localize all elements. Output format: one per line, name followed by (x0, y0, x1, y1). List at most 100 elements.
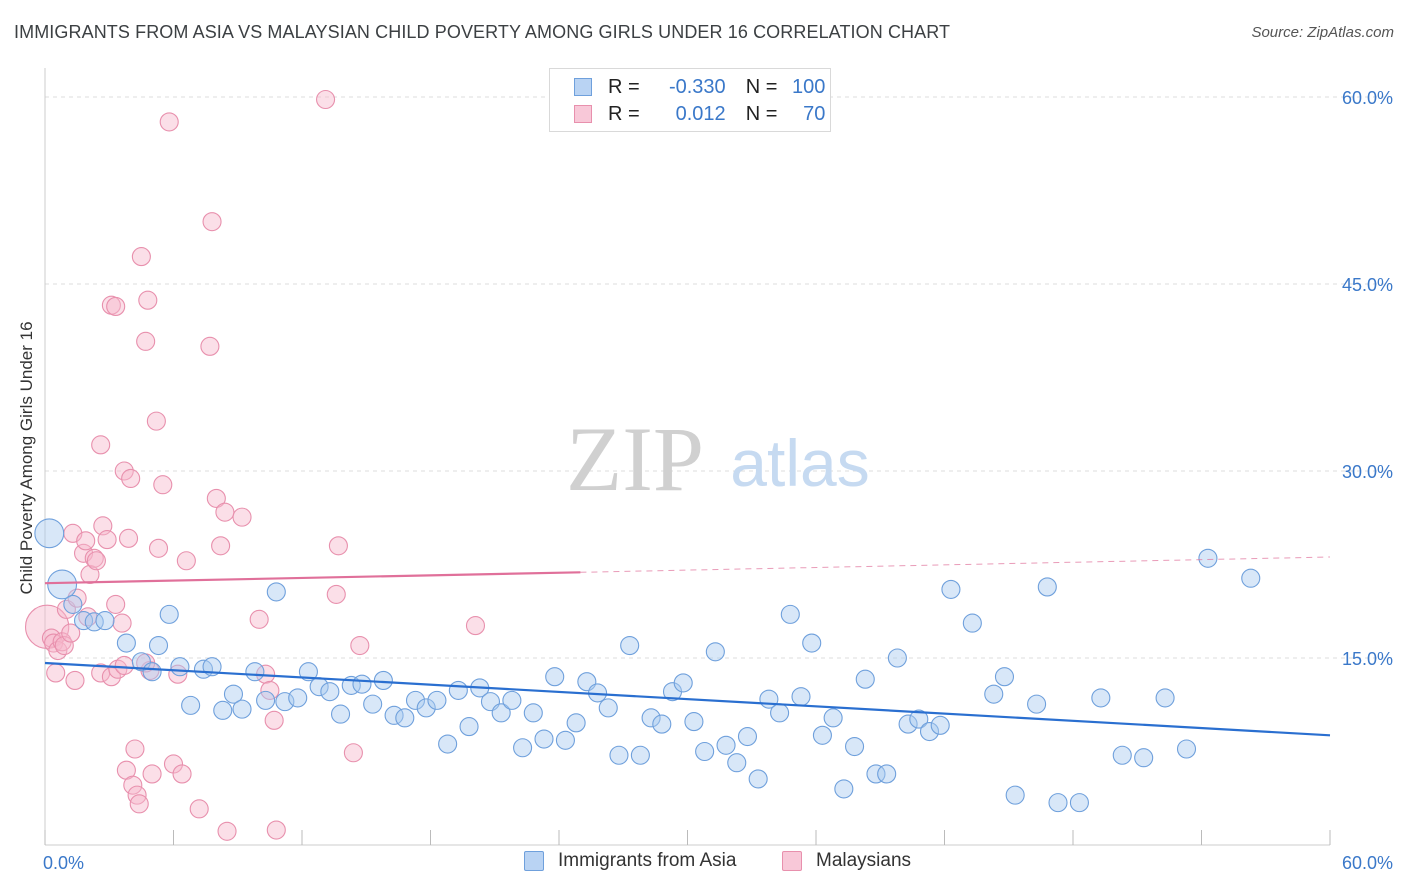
asia-point (142, 662, 162, 682)
watermark: ZIP atlas (566, 408, 870, 510)
malaysians-point (217, 821, 237, 841)
malaysians-point (189, 799, 209, 819)
malaysians-point (142, 764, 162, 784)
malaysians-point (232, 507, 252, 527)
asia-point (223, 684, 244, 704)
series-legend: Immigrants from Asia Malaysians (0, 850, 1406, 878)
malaysians-point (465, 616, 486, 636)
asia-point (95, 611, 115, 631)
asia-point (598, 698, 618, 718)
watermark-atlas: atlas (730, 426, 869, 500)
malaysians-point (215, 502, 235, 522)
legend-item-malaysians[interactable]: Malaysians (782, 850, 911, 872)
asia-point (1048, 793, 1068, 813)
asia-point (330, 704, 351, 724)
legend-r-value-malaysians: 0.012 (675, 102, 726, 125)
malaysians-point (123, 775, 143, 795)
asia-point (1241, 568, 1261, 588)
asia-point (148, 635, 169, 656)
malaysians-point (264, 710, 284, 730)
malaysians-point (106, 296, 126, 316)
asia-point (181, 695, 201, 715)
asia-point (877, 764, 897, 784)
malaysians-point (326, 584, 346, 604)
malaysians-point (76, 531, 96, 551)
asia-point (898, 714, 918, 734)
legend-swatch-malaysians (782, 851, 802, 871)
asia-point (737, 726, 758, 747)
legend-n-value-asia: 100 (792, 75, 826, 98)
malaysians-point (61, 623, 81, 643)
malaysians-point (148, 538, 169, 558)
legend-n-label: N = (745, 75, 778, 98)
malaysians-point (54, 635, 74, 656)
asia-point (245, 662, 265, 682)
malaysians-point (108, 659, 128, 679)
asia-point (288, 688, 308, 708)
legend-row-malaysians: R = 0.012 N = 70 (574, 101, 825, 127)
asia-point (47, 569, 78, 600)
malaysians-point (129, 794, 149, 814)
asia-point (566, 713, 586, 733)
malaysians-point (24, 604, 70, 649)
y-tick-label: 15.0% (1342, 649, 1393, 669)
asia-point (962, 613, 982, 633)
asia-point (1027, 694, 1047, 714)
asia-point (673, 673, 693, 693)
asia-point (513, 738, 533, 758)
asia-point (855, 669, 875, 689)
asia-points (34, 518, 1261, 813)
legend-r-value-asia: -0.330 (668, 75, 726, 98)
asia-point (620, 635, 640, 656)
asia-point (1198, 548, 1218, 568)
asia-point (405, 690, 426, 710)
asia-point (748, 769, 768, 789)
x-tick-label: 0.0% (43, 853, 84, 873)
grid-lines (45, 96, 1392, 659)
chart-title: IMMIGRANTS FROM ASIA VS MALAYSIAN CHILD … (14, 22, 951, 42)
asia-point (555, 730, 575, 750)
axes (44, 68, 1331, 846)
malaysians-point (266, 820, 286, 840)
malaysians-point (138, 290, 158, 310)
malaysians-point (114, 461, 134, 481)
asia-trend-line (44, 661, 1331, 737)
malaysians-point (114, 655, 134, 676)
asia-point (159, 604, 179, 624)
malaysians-point (118, 528, 139, 548)
malaysians-point (86, 551, 106, 571)
asia-point (427, 690, 447, 710)
asia-point (502, 690, 522, 710)
malaysians-point (172, 764, 192, 784)
asia-point (545, 667, 565, 687)
legend-swatch-asia (524, 851, 544, 871)
asia-point (684, 712, 704, 732)
malaysians-point (106, 594, 126, 614)
asia-point (1176, 739, 1197, 759)
asia-point (941, 579, 961, 599)
asia-point (1112, 745, 1132, 765)
asia-point (459, 717, 479, 737)
malaysians-point (153, 475, 173, 495)
asia-point (834, 779, 854, 799)
asia-point (930, 715, 950, 735)
asia-point (1069, 793, 1089, 813)
asia-point (1005, 785, 1025, 805)
legend-item-asia[interactable]: Immigrants from Asia (524, 850, 736, 872)
asia-point (630, 745, 650, 765)
asia-point (266, 582, 286, 602)
malaysians-point (121, 468, 141, 489)
asia-point (812, 725, 832, 745)
x-tick-label: 60.0% (1342, 853, 1393, 873)
asia-point (275, 692, 295, 712)
malaysians-point (316, 89, 336, 110)
y-axis-label: Child Poverty Among Girls Under 16 (17, 321, 36, 595)
asia-point (1155, 688, 1175, 708)
asia-point (770, 703, 790, 723)
asia-point (534, 729, 554, 749)
legend-n-value-malaysians: 70 (803, 102, 826, 125)
asia-point (823, 708, 843, 728)
asia-point (802, 633, 822, 653)
malaysians-point (249, 609, 269, 629)
